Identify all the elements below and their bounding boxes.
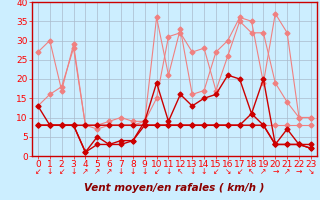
Text: ↗: ↗	[260, 167, 267, 176]
Text: ↗: ↗	[82, 167, 89, 176]
Text: ↓: ↓	[165, 167, 172, 176]
Text: ↙: ↙	[35, 167, 41, 176]
Text: ↗: ↗	[284, 167, 290, 176]
Text: →: →	[272, 167, 278, 176]
Text: ↘: ↘	[308, 167, 314, 176]
Text: ↖: ↖	[177, 167, 184, 176]
Text: ↖: ↖	[248, 167, 255, 176]
Text: ↙: ↙	[59, 167, 65, 176]
Text: ↙: ↙	[153, 167, 160, 176]
Text: ↓: ↓	[201, 167, 207, 176]
Text: ↗: ↗	[94, 167, 100, 176]
Text: ↙: ↙	[236, 167, 243, 176]
Text: ↓: ↓	[141, 167, 148, 176]
Text: ↓: ↓	[47, 167, 53, 176]
Text: →: →	[296, 167, 302, 176]
Text: ↓: ↓	[189, 167, 196, 176]
Text: ↓: ↓	[130, 167, 136, 176]
Text: ↙: ↙	[213, 167, 219, 176]
Text: ↗: ↗	[106, 167, 112, 176]
Text: ↓: ↓	[118, 167, 124, 176]
X-axis label: Vent moyen/en rafales ( km/h ): Vent moyen/en rafales ( km/h )	[84, 183, 265, 193]
Text: ↘: ↘	[225, 167, 231, 176]
Text: ↓: ↓	[70, 167, 77, 176]
